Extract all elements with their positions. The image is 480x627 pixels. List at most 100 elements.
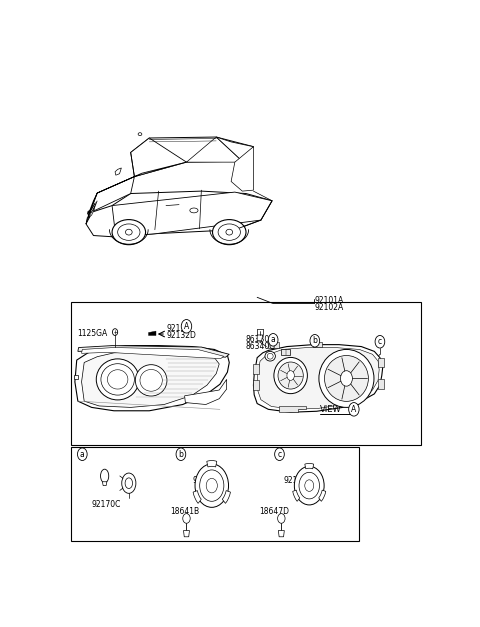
Text: 92101A: 92101A (315, 296, 344, 305)
Circle shape (181, 320, 192, 333)
Ellipse shape (206, 478, 217, 493)
Circle shape (268, 334, 278, 346)
Ellipse shape (267, 354, 273, 359)
Text: A: A (184, 322, 189, 331)
Text: 92131: 92131 (166, 324, 190, 333)
Polygon shape (257, 335, 263, 341)
Bar (268, 342, 279, 348)
Circle shape (176, 448, 186, 460)
Polygon shape (216, 137, 253, 161)
Ellipse shape (200, 470, 224, 502)
Wedge shape (207, 460, 217, 467)
Polygon shape (231, 147, 253, 191)
Polygon shape (112, 192, 272, 237)
Ellipse shape (294, 466, 324, 505)
Wedge shape (305, 463, 313, 469)
Polygon shape (82, 347, 224, 359)
Ellipse shape (324, 356, 368, 401)
Text: VIEW: VIEW (321, 405, 342, 414)
Polygon shape (148, 331, 156, 335)
Text: 92140E: 92140E (192, 477, 221, 485)
Text: 86330M: 86330M (246, 335, 277, 344)
Text: c: c (277, 450, 282, 459)
Ellipse shape (319, 349, 374, 408)
Text: b: b (312, 336, 317, 345)
Bar (378, 357, 384, 367)
Bar (71, 447, 360, 541)
Circle shape (287, 371, 294, 381)
Circle shape (348, 403, 359, 416)
Wedge shape (319, 490, 326, 502)
Ellipse shape (195, 464, 228, 507)
Circle shape (375, 335, 385, 348)
Polygon shape (90, 177, 134, 213)
Text: c: c (378, 337, 382, 346)
Text: a: a (80, 450, 84, 459)
Wedge shape (222, 490, 230, 503)
Ellipse shape (135, 365, 167, 396)
Bar (253, 364, 259, 374)
Polygon shape (115, 168, 121, 175)
Ellipse shape (226, 229, 233, 235)
Polygon shape (281, 349, 290, 356)
Text: 92170C: 92170C (92, 500, 121, 509)
Polygon shape (86, 201, 97, 224)
Ellipse shape (112, 219, 145, 245)
Ellipse shape (140, 369, 162, 391)
Circle shape (340, 371, 352, 386)
Text: 92102A: 92102A (315, 303, 344, 312)
Polygon shape (278, 530, 284, 537)
Ellipse shape (122, 473, 136, 493)
Polygon shape (183, 530, 190, 537)
Text: 92161A: 92161A (283, 477, 312, 485)
Bar (378, 379, 384, 389)
Bar (253, 381, 259, 390)
Ellipse shape (213, 219, 246, 245)
Text: 18641B: 18641B (170, 507, 199, 516)
Text: 1125GA: 1125GA (77, 329, 107, 338)
Ellipse shape (100, 469, 109, 483)
Circle shape (112, 329, 118, 335)
Polygon shape (74, 374, 78, 379)
Polygon shape (86, 191, 272, 237)
Ellipse shape (96, 359, 139, 400)
Circle shape (275, 448, 284, 460)
Bar (313, 342, 322, 347)
Ellipse shape (305, 480, 314, 492)
Polygon shape (186, 137, 253, 162)
Polygon shape (78, 345, 229, 357)
Polygon shape (86, 193, 97, 224)
Polygon shape (87, 203, 96, 214)
Circle shape (277, 514, 285, 524)
Wedge shape (293, 490, 300, 502)
Text: b: b (179, 450, 183, 459)
Ellipse shape (278, 362, 303, 389)
Polygon shape (75, 345, 229, 411)
Text: 92132D: 92132D (166, 331, 196, 340)
Text: A: A (351, 405, 357, 414)
Ellipse shape (274, 357, 307, 394)
Polygon shape (257, 347, 379, 409)
Ellipse shape (138, 133, 142, 135)
Circle shape (310, 334, 320, 347)
Polygon shape (279, 406, 305, 412)
Ellipse shape (101, 364, 134, 395)
Ellipse shape (265, 351, 276, 361)
Text: 86340G: 86340G (246, 342, 276, 351)
Ellipse shape (108, 370, 128, 389)
Polygon shape (253, 345, 383, 412)
Text: a: a (271, 335, 276, 344)
Ellipse shape (299, 472, 320, 499)
Polygon shape (131, 137, 253, 162)
Polygon shape (97, 162, 186, 193)
Bar (71, 302, 421, 445)
Circle shape (77, 448, 87, 460)
Ellipse shape (125, 229, 132, 235)
Ellipse shape (218, 224, 240, 240)
Ellipse shape (118, 224, 140, 240)
Text: 18647D: 18647D (259, 507, 289, 516)
Polygon shape (102, 482, 107, 486)
Ellipse shape (125, 478, 132, 488)
Polygon shape (131, 138, 186, 177)
Circle shape (183, 514, 190, 524)
